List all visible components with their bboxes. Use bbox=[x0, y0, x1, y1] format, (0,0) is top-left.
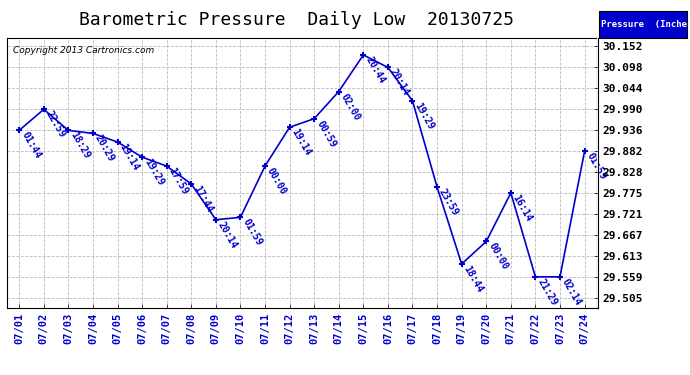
Text: 21:29: 21:29 bbox=[535, 277, 559, 307]
Text: 18:44: 18:44 bbox=[462, 264, 485, 294]
Text: 20:14: 20:14 bbox=[216, 220, 239, 250]
Text: 23:59: 23:59 bbox=[437, 187, 460, 218]
Text: 16:14: 16:14 bbox=[511, 193, 534, 224]
Text: 22:59: 22:59 bbox=[43, 110, 67, 140]
Text: Copyright 2013 Cartronics.com: Copyright 2013 Cartronics.com bbox=[13, 46, 154, 55]
Text: 01:44: 01:44 bbox=[19, 130, 43, 161]
Text: 20:44: 20:44 bbox=[364, 55, 386, 86]
Text: 02:14: 02:14 bbox=[560, 277, 583, 307]
Text: 17:59: 17:59 bbox=[167, 166, 190, 196]
Text: 02:00: 02:00 bbox=[339, 92, 362, 122]
Text: 20:14: 20:14 bbox=[388, 68, 411, 98]
Text: 00:00: 00:00 bbox=[486, 242, 510, 272]
Text: 00:59: 00:59 bbox=[314, 119, 337, 149]
Text: 01:59: 01:59 bbox=[584, 152, 608, 182]
Text: 18:29: 18:29 bbox=[68, 130, 92, 161]
Text: 19:14: 19:14 bbox=[290, 127, 313, 158]
Text: 20:29: 20:29 bbox=[93, 134, 117, 164]
Text: 01:59: 01:59 bbox=[240, 217, 264, 248]
Text: 00:00: 00:00 bbox=[265, 166, 288, 196]
Text: 19:14: 19:14 bbox=[117, 142, 141, 172]
Text: 19:29: 19:29 bbox=[142, 157, 166, 188]
Text: Barometric Pressure  Daily Low  20130725: Barometric Pressure Daily Low 20130725 bbox=[79, 11, 514, 29]
Text: 17:44: 17:44 bbox=[191, 184, 215, 214]
Text: 19:29: 19:29 bbox=[413, 101, 436, 131]
Text: Pressure  (Inches/Hg): Pressure (Inches/Hg) bbox=[601, 20, 690, 29]
